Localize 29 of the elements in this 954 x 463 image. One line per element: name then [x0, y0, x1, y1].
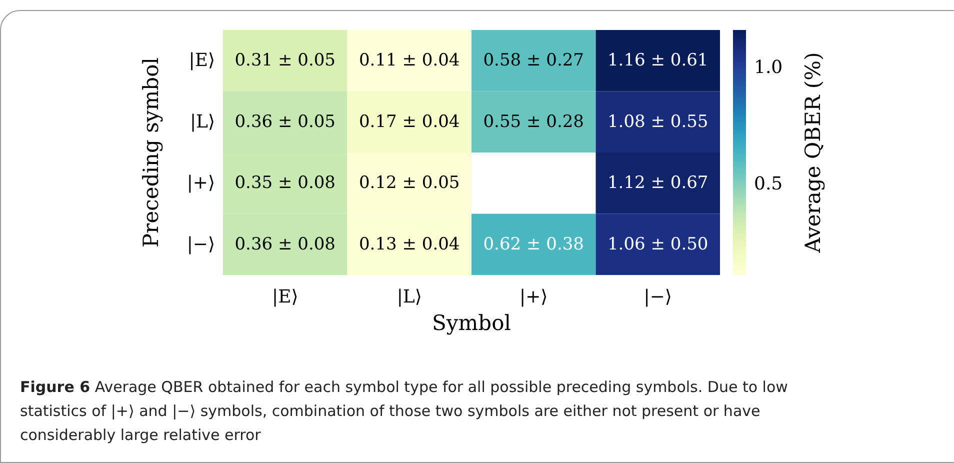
data-label: 0.35 ± 0.08: [234, 173, 336, 194]
color-bar-label: 0.5: [754, 174, 783, 194]
data-label: 1.06 ± 0.50: [607, 234, 708, 254]
color-bar-label: 1.0: [754, 56, 783, 78]
x-tick-label: |L⟩: [396, 286, 422, 308]
data-label: 0.12 ± 0.05: [358, 173, 460, 194]
data-label: 0.36 ± 0.08: [234, 234, 336, 254]
y-tick-label: |E⟩: [188, 50, 215, 72]
y-tick-label: |L⟩: [190, 111, 215, 132]
y-axis-title: Preceding symbol: [139, 57, 163, 248]
y-tick-label: |+⟩: [186, 172, 215, 194]
data-label: 0.36 ± 0.05: [234, 112, 336, 132]
data-label: 0.11 ± 0.04: [358, 50, 460, 71]
color-bar-title: Average QBER (%): [801, 52, 825, 254]
x-axis-title: Symbol: [432, 311, 512, 335]
data-label: 1.08 ± 0.55: [607, 112, 708, 132]
y-tick-label: |−⟩: [186, 234, 215, 255]
data-label: 0.31 ± 0.05: [234, 50, 336, 71]
caption: Figure 6 Average QBER obtained for each symbol type for all possible preceding symbols. Due to low statistics of |+⟩ and |−⟩ symbols, combination of those two symbols are either not present or have considerably large relative error: [20, 378, 788, 444]
data-label: 0.58 ± 0.27: [483, 50, 584, 71]
data-label: 0.17 ± 0.04: [358, 112, 460, 132]
data-label: 1.12 ± 0.67: [607, 173, 708, 194]
x-tick-label: |+⟩: [520, 286, 548, 308]
data-label: 0.13 ± 0.04: [358, 234, 460, 254]
x-tick-label: |−⟩: [644, 286, 672, 308]
x-tick-label: |E⟩: [272, 286, 298, 308]
data-label: 0.55 ± 0.28: [483, 112, 584, 132]
data-label: 0.62 ± 0.38: [483, 234, 584, 254]
data-label: 1.16 ± 0.61: [607, 50, 708, 71]
